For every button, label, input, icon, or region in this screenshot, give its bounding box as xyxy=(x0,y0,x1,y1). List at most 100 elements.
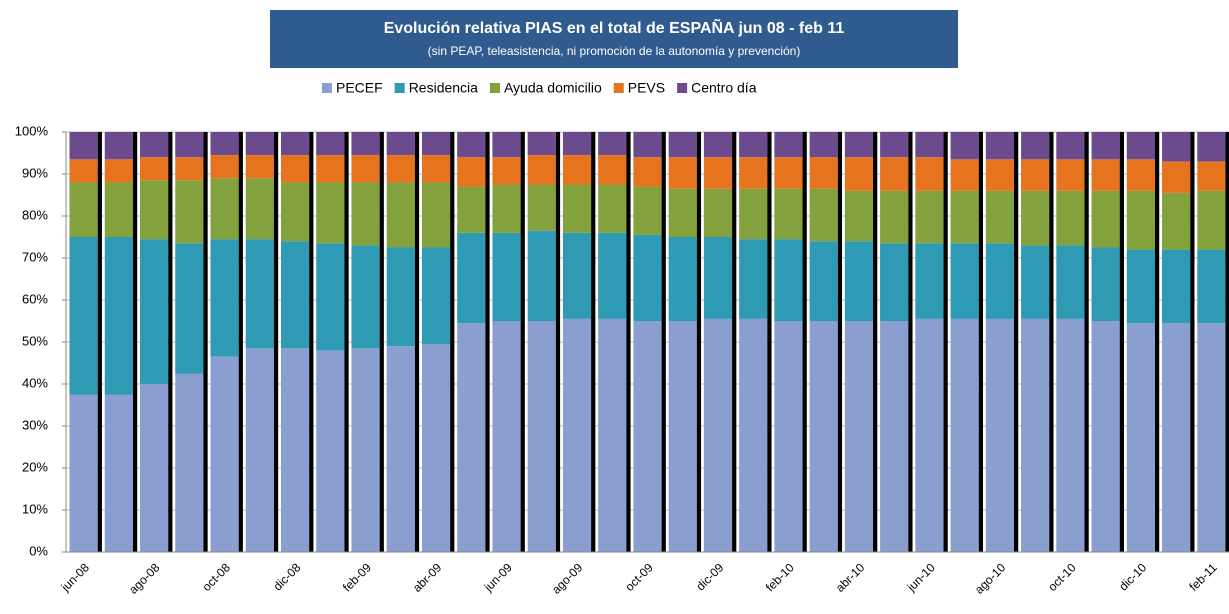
legend-label: Ayuda domicilio xyxy=(504,80,602,96)
bar-segment xyxy=(739,157,768,189)
bar-segment xyxy=(140,180,169,240)
bar-segment xyxy=(633,132,662,158)
y-tick-label: 0% xyxy=(29,543,48,558)
chart-title: Evolución relativa PIAS en el total de E… xyxy=(384,17,845,37)
bar-shadow xyxy=(168,132,173,552)
bar-segment xyxy=(316,132,345,156)
y-tick-label: 10% xyxy=(22,501,48,516)
bar-segment xyxy=(245,348,274,552)
x-tick-label: oct-10 xyxy=(1045,560,1079,594)
bar-segment xyxy=(668,237,697,321)
bar-shadow xyxy=(344,132,349,552)
bar-segment xyxy=(69,182,98,237)
bar-segment xyxy=(1162,249,1191,324)
bar-shadow xyxy=(978,132,984,552)
bar-segment xyxy=(598,155,627,185)
y-tick-label: 90% xyxy=(22,165,48,180)
bar-segment xyxy=(774,188,803,240)
bar-segment xyxy=(492,232,521,321)
bar-segment xyxy=(915,318,944,552)
bar-segment xyxy=(598,132,627,156)
y-tick-label: 70% xyxy=(22,249,48,264)
bar-segment xyxy=(280,348,310,552)
bar-shadow xyxy=(238,132,243,552)
bar-segment xyxy=(1162,161,1191,193)
bar-segment xyxy=(316,243,345,351)
bar-shadow xyxy=(379,132,384,552)
bar-segment xyxy=(915,190,944,244)
bar-segment xyxy=(316,182,345,244)
bar-segment xyxy=(739,239,768,319)
bar-segment xyxy=(492,132,521,158)
bar-segment xyxy=(668,157,697,189)
bar-shadow xyxy=(908,132,913,552)
bar-segment xyxy=(351,245,380,349)
bar-segment xyxy=(880,321,909,552)
bar-segment xyxy=(140,157,169,181)
bar-segment xyxy=(386,132,415,156)
bar-segment xyxy=(950,190,979,244)
bar-segment xyxy=(1021,245,1050,319)
legend-swatch xyxy=(677,83,688,93)
bar-segment xyxy=(421,182,451,248)
x-tick-label: jun-10 xyxy=(904,560,938,594)
bar-segment xyxy=(633,157,662,187)
bar-segment xyxy=(668,321,697,552)
bar-shadow xyxy=(873,132,878,552)
bar-segment xyxy=(140,132,169,158)
bar-segment xyxy=(739,132,768,158)
bar-segment xyxy=(527,321,556,552)
bar-segment xyxy=(1197,132,1226,162)
bar-segment xyxy=(280,155,310,183)
legend-swatch xyxy=(489,83,500,93)
bar-segment xyxy=(809,241,838,321)
bar-shadow xyxy=(802,132,807,552)
x-tick-label: jun-08 xyxy=(58,560,92,594)
bar-segment xyxy=(1056,245,1085,319)
bar-shadow xyxy=(97,132,102,552)
legend-label: Centro día xyxy=(691,80,757,96)
bar-segment xyxy=(210,132,239,156)
bar-segment xyxy=(844,241,874,321)
bar-segment xyxy=(210,178,239,240)
bar-shadow xyxy=(767,132,772,552)
bar-segment xyxy=(492,321,521,552)
bar-segment xyxy=(880,243,909,321)
legend-label: PECEF xyxy=(336,80,383,96)
bar-segment xyxy=(492,157,521,185)
bar-segment xyxy=(1091,190,1120,248)
bar-segment xyxy=(316,350,345,552)
bar-segment xyxy=(69,159,98,183)
bar-segment xyxy=(1091,247,1120,321)
bar-segment xyxy=(1056,132,1085,160)
bar-shadow xyxy=(485,132,490,552)
bar-segment xyxy=(1056,190,1085,246)
bar-segment xyxy=(703,188,733,237)
bar-shadow xyxy=(1154,132,1160,552)
bar-segment xyxy=(703,237,733,319)
title-box xyxy=(270,10,958,68)
y-tick-label: 40% xyxy=(22,375,48,390)
bar-shadow xyxy=(203,132,208,552)
bar-segment xyxy=(844,157,874,191)
bar-segment xyxy=(421,132,451,156)
bar-segment xyxy=(1091,321,1120,552)
bar-segment xyxy=(774,239,803,321)
bar-segment xyxy=(527,230,556,321)
bar-segment xyxy=(1056,318,1085,552)
bar-segment xyxy=(1162,132,1191,162)
bar-segment xyxy=(562,155,592,185)
bar-segment xyxy=(950,318,979,552)
y-tick-label: 30% xyxy=(22,417,48,432)
bar-segment xyxy=(457,132,486,158)
x-tick-label: abr-10 xyxy=(833,560,868,595)
bar-segment xyxy=(175,157,204,181)
bar-segment xyxy=(1021,190,1050,246)
bar-shadow xyxy=(555,132,561,552)
bar-segment xyxy=(1197,249,1226,324)
bar-segment xyxy=(1126,323,1155,552)
x-tick-label: feb-11 xyxy=(1186,560,1220,594)
bar-segment xyxy=(457,323,486,552)
bar-segment xyxy=(245,155,274,179)
